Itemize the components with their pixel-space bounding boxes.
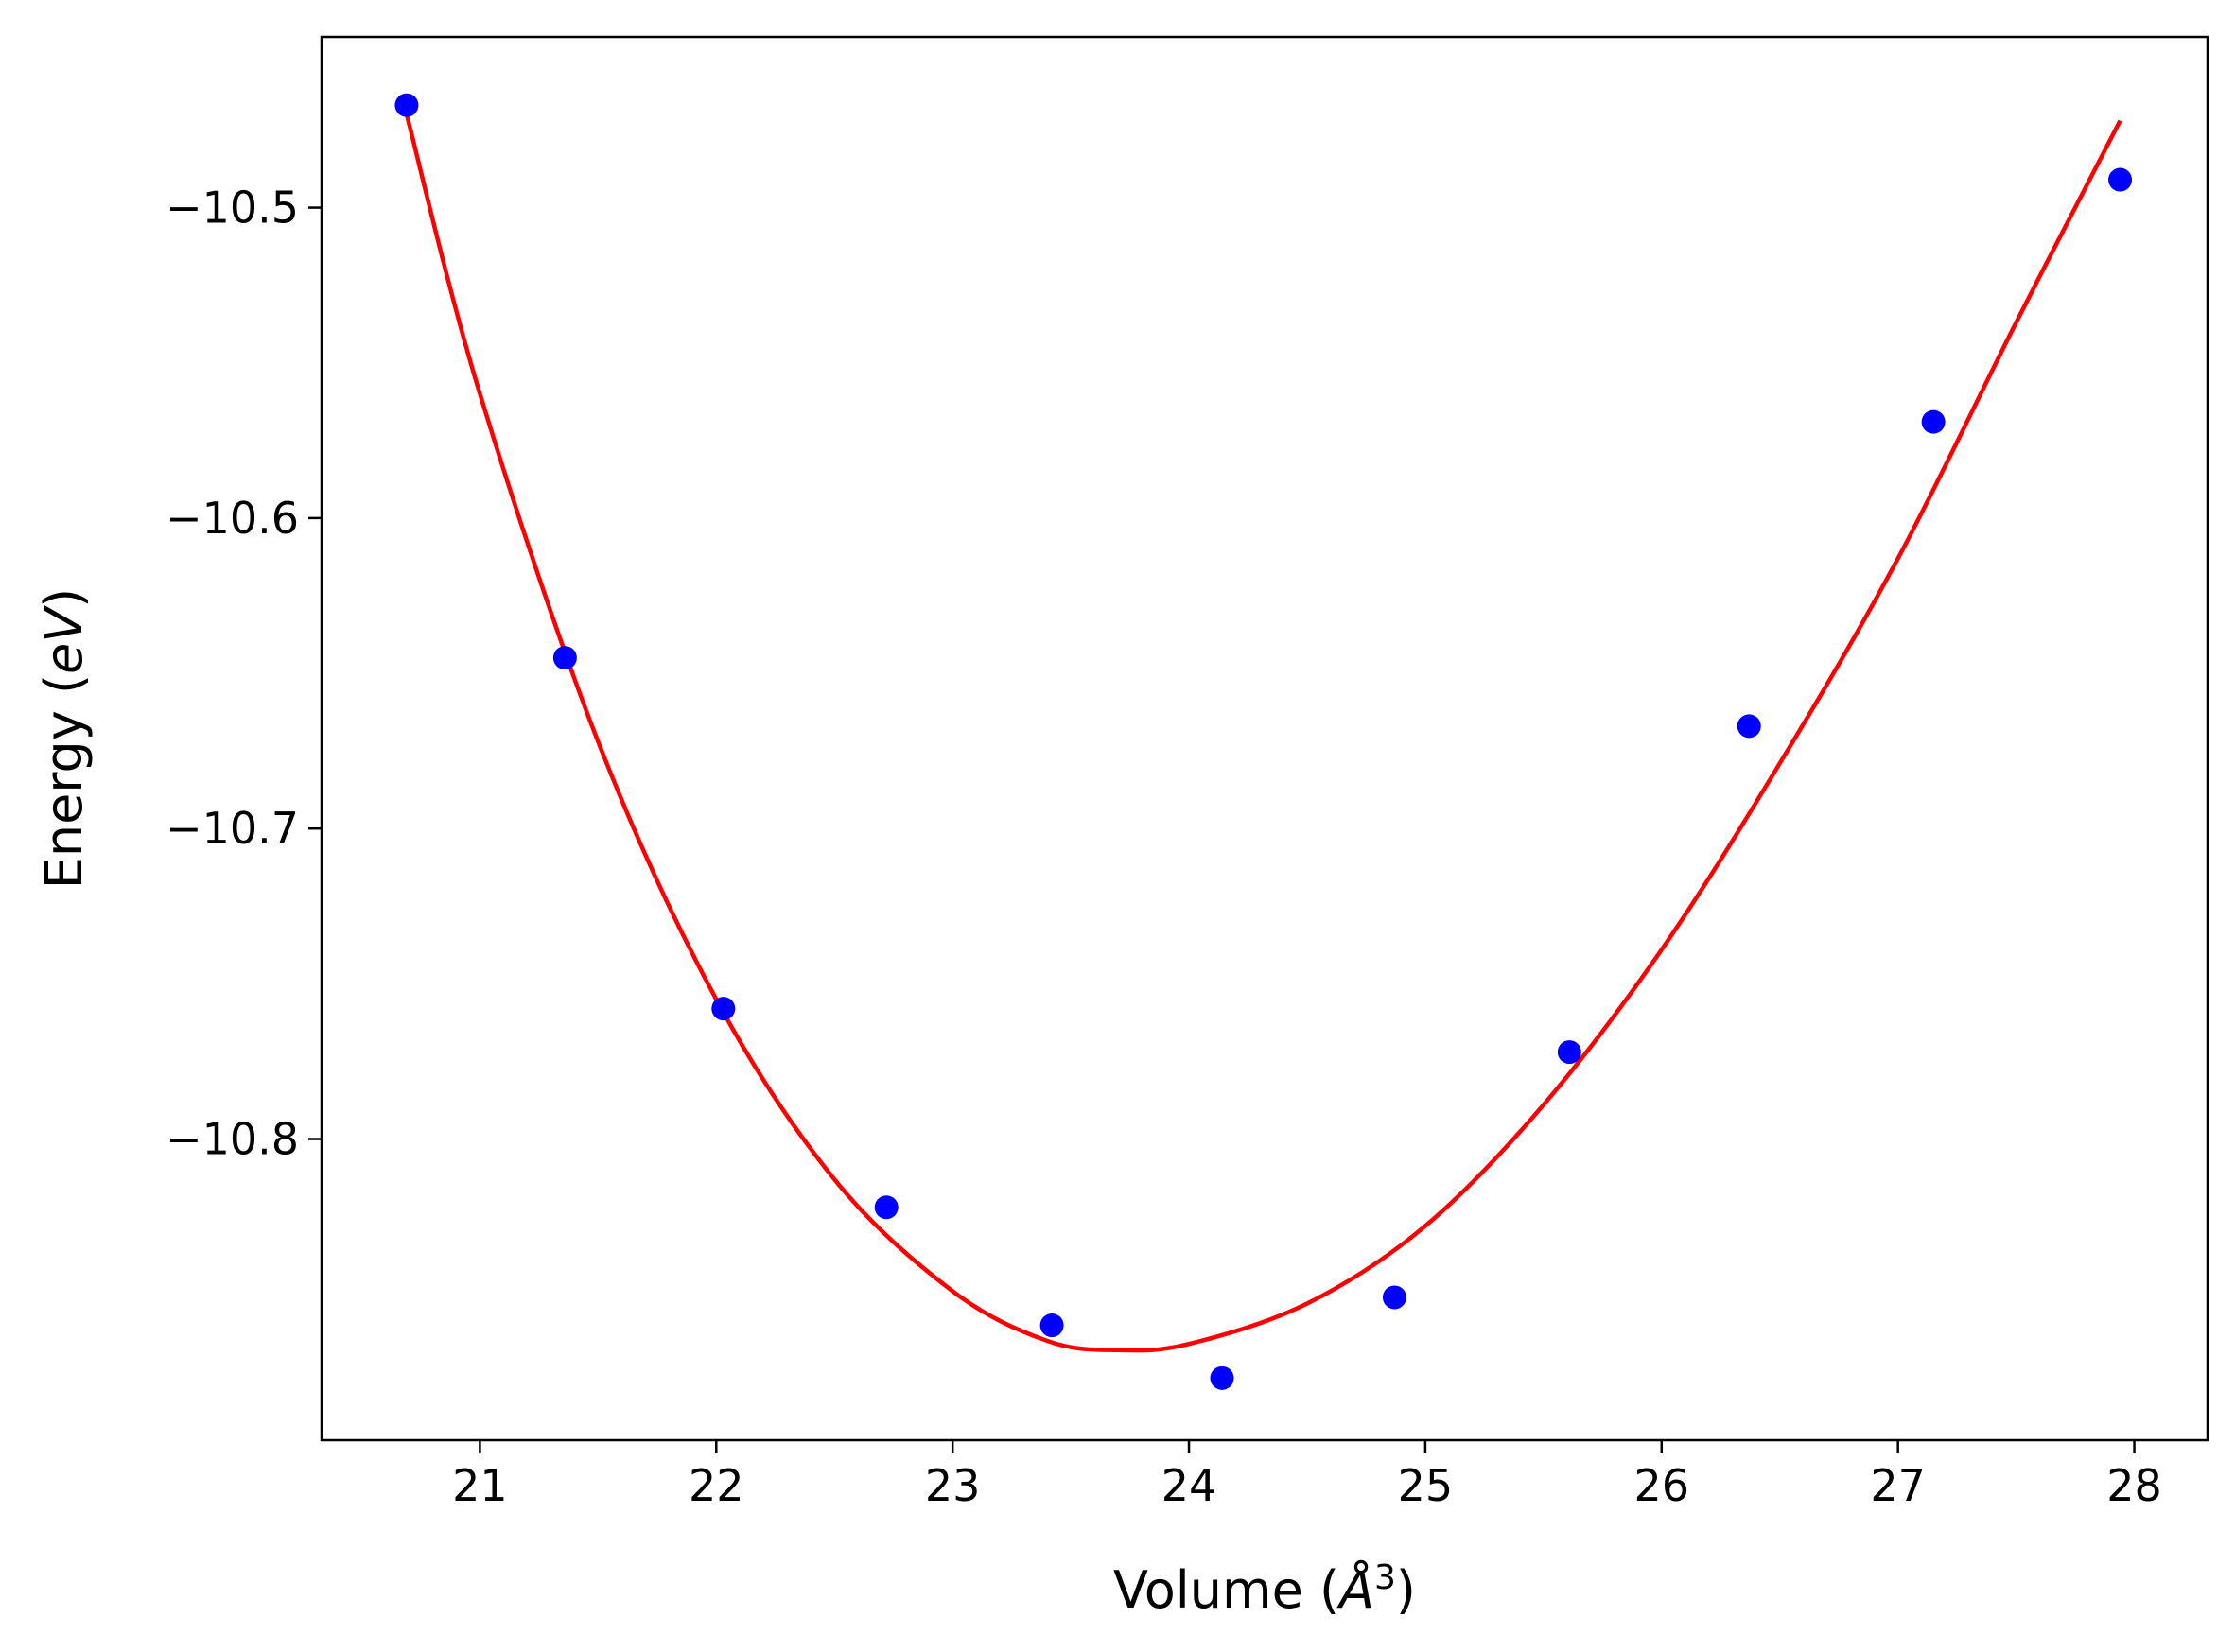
x-tick-label: 24	[1161, 1460, 1217, 1511]
data-point-3	[711, 997, 736, 1021]
y-tick-label: −10.8	[166, 1114, 299, 1165]
x-tick-label: 23	[925, 1460, 981, 1511]
data-point-11	[2108, 167, 2133, 192]
data-point-7	[1382, 1285, 1406, 1310]
x-tick-label: 22	[689, 1460, 744, 1511]
fit-curve-line	[404, 113, 2122, 1353]
data-point-4	[874, 1195, 899, 1220]
data-point-10	[1921, 409, 1946, 434]
x-tick-label: 25	[1398, 1460, 1454, 1511]
x-tick-label: 21	[452, 1460, 508, 1511]
data-point-1	[394, 93, 419, 117]
y-tick-label: −10.5	[166, 183, 299, 234]
axes-frame	[320, 35, 2209, 1442]
data-point-8	[1557, 1040, 1581, 1065]
x-tick-label: 26	[1634, 1460, 1690, 1511]
data-point-9	[1737, 714, 1761, 739]
x-axis-label: Volume (Å3)	[1113, 1558, 1416, 1621]
plot-area	[394, 93, 2133, 1390]
y-tick-label: −10.7	[166, 803, 299, 854]
y-tick-label: −10.6	[166, 493, 299, 544]
data-point-2	[552, 646, 577, 670]
y-axis-label: Energy (eV)	[34, 588, 94, 890]
data-point-6	[1210, 1365, 1234, 1390]
x-tick-label: 28	[2106, 1460, 2162, 1511]
x-tick-label: 27	[1870, 1460, 1926, 1511]
ticks: 21 22 23 24 25 26 27 28 −10.5 −10.6 −10.7 −10.8	[166, 183, 2162, 1511]
data-point-5	[1039, 1313, 1064, 1338]
